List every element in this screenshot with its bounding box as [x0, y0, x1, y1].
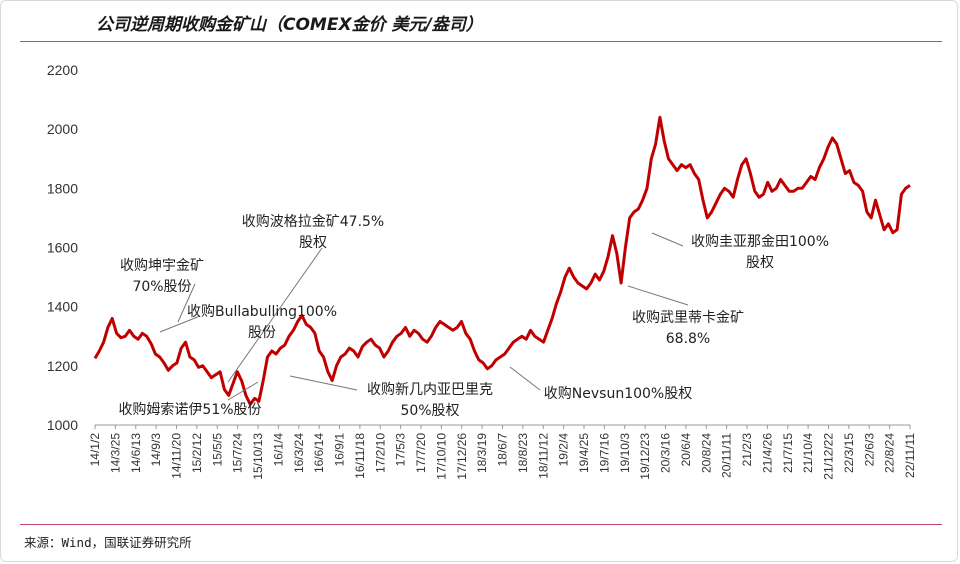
- x-tick-label: 21/4/26: [760, 433, 774, 473]
- x-tick-label: 19/10/3: [618, 433, 632, 473]
- x-tick-label: 14/9/3: [149, 433, 163, 467]
- series-layer: [93, 115, 911, 406]
- annotation-label: 收购波格拉金矿47.5%: [242, 214, 384, 230]
- y-axis: 1000 1200 1400 1600 1800 2000 2200: [47, 62, 78, 433]
- annotation-label: 收购Nevsun100%股权: [544, 386, 692, 402]
- annotation-label: 收购圭亚那金田100%: [691, 234, 829, 250]
- annotation-label: 收购新几内亚巴里克: [367, 382, 493, 398]
- annotation-label: 68.8%: [666, 331, 710, 347]
- x-tick-label: 18/8/23: [516, 433, 530, 473]
- x-tick-label: 14/1/2: [88, 433, 102, 467]
- annotation-leader-line: [177, 283, 196, 323]
- y-tick-label: 1000: [47, 417, 78, 433]
- annotation-label: 收购姆索诺伊51%股份: [118, 401, 261, 418]
- y-tick-label: 1400: [47, 299, 78, 315]
- x-tick-label: 15/7/24: [231, 433, 245, 473]
- x-tick-label: 17/5/3: [394, 433, 408, 467]
- x-tick-label: 15/10/13: [251, 433, 265, 480]
- x-tick-label: 15/5/5: [210, 433, 224, 467]
- x-tick-label: 21/12/22: [822, 433, 836, 480]
- x-tick-label: 19/2/4: [557, 433, 571, 467]
- x-tick-label: 21/2/3: [740, 433, 754, 467]
- x-tick-label: 20/8/24: [699, 433, 713, 473]
- x-tick-label: 18/3/19: [475, 433, 489, 473]
- y-tick-label: 1800: [47, 180, 78, 196]
- y-tick-label: 2000: [47, 121, 78, 137]
- annotation-leader-line: [627, 285, 689, 306]
- x-tick-label: 19/12/23: [638, 433, 652, 480]
- x-tick-label: 17/7/20: [414, 433, 428, 473]
- y-tick-label: 1200: [47, 358, 78, 374]
- x-tick-label: 16/11/18: [353, 433, 367, 479]
- x-tick-label: 17/10/10: [434, 433, 448, 480]
- annotation-leader-line: [509, 366, 541, 391]
- x-axis: 14/1/2 14/3/25 14/6/13 14/9/3 14/11/20 15/2/1…: [88, 424, 917, 480]
- annotation-leader-line: [289, 375, 358, 391]
- title-divider: [20, 41, 942, 42]
- annotation-label: 股份: [248, 325, 276, 341]
- y-tick-label: 1600: [47, 240, 78, 256]
- annotation-layer: 收购坤宇金矿 70%股份 收购波格拉金矿47.5% 股权收购Bullabulling1…: [118, 214, 829, 419]
- source-divider: [20, 524, 942, 525]
- x-tick-label: 19/7/16: [597, 433, 611, 473]
- annotation-label: 收购坤宇金矿: [120, 258, 204, 274]
- x-tick-label: 19/4/25: [577, 433, 591, 473]
- x-tick-label: 18/6/7: [496, 433, 510, 467]
- x-tick-label: 22/3/15: [842, 433, 856, 473]
- annotation-label: 股权: [746, 255, 774, 271]
- gold-price-series-line: [93, 115, 911, 406]
- annotation-leader-line: [651, 232, 684, 247]
- annotation-label: 70%股份: [132, 279, 191, 295]
- x-tick-label: 17/2/10: [373, 433, 387, 473]
- annotation-leader-line: [159, 315, 201, 333]
- x-tick-label: 14/6/13: [129, 433, 143, 473]
- x-tick-label: 22/11/11: [903, 433, 917, 478]
- x-tick-label: 21/10/4: [801, 433, 815, 473]
- x-tick-label: 16/6/14: [312, 433, 326, 473]
- annotation-label: 股权: [299, 235, 327, 251]
- x-tick-label: 16/9/1: [333, 433, 347, 467]
- y-tick-label: 2200: [47, 62, 78, 78]
- x-tick-label: 15/2/12: [190, 433, 204, 473]
- x-tick-label: 21/7/15: [781, 433, 795, 473]
- x-tick-label: 14/11/20: [170, 433, 184, 479]
- annotation-label: 50%股权: [400, 403, 459, 419]
- x-tick-label: 16/1/4: [271, 433, 285, 467]
- annotation-label: 收购Bullabulling100%: [187, 304, 337, 320]
- x-tick-label: 18/11/12: [536, 433, 550, 479]
- source-note: 来源：Wind，国联证券研究所: [24, 535, 192, 550]
- x-tick-label: 20/11/11: [720, 433, 734, 478]
- x-tick-label: 17/12/26: [455, 433, 469, 480]
- annotation-leader-line: [227, 247, 323, 383]
- x-tick-label: 22/6/3: [862, 433, 876, 467]
- annotation-leader-line: [227, 381, 259, 401]
- x-tick-label: 20/3/16: [659, 433, 673, 473]
- x-tick-label: 22/8/24: [883, 433, 897, 473]
- x-tick-label: 14/3/25: [108, 433, 122, 473]
- annotation-label: 收购武里蒂卡金矿: [632, 310, 744, 326]
- chart-title: 公司逆周期收购金矿山（COMEX金价 美元/盎司）: [96, 15, 483, 35]
- x-tick-label: 20/6/4: [679, 433, 693, 467]
- x-tick-label: 16/3/24: [292, 433, 306, 473]
